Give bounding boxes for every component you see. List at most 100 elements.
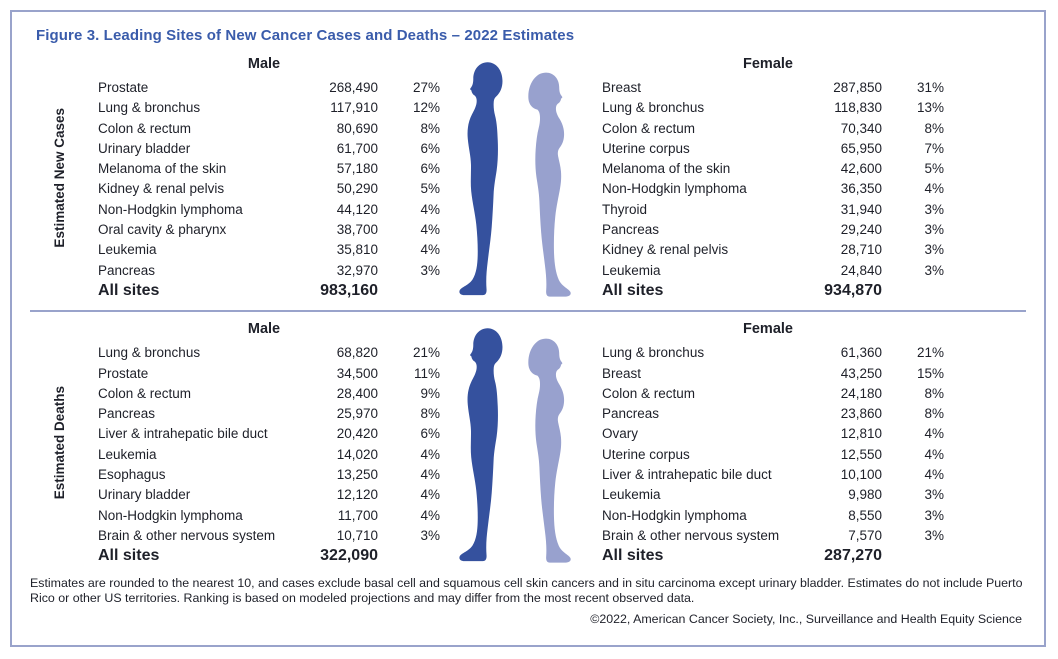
- percent-value: 8%: [924, 406, 944, 422]
- table-row: Colon & rectum 28,400 9%: [88, 384, 440, 404]
- percent-value: 5%: [420, 181, 440, 197]
- table-row: Lung & bronchus 118,830 13%: [592, 98, 944, 118]
- site-label: Non-Hodgkin lymphoma: [602, 507, 747, 523]
- deaths-female-table: Female Lung & bronchus 61,360 21% Breast…: [592, 319, 944, 566]
- all-sites-total-row: All sites 983,160: [88, 281, 440, 301]
- table-row: Breast 287,850 31%: [592, 78, 944, 98]
- case-count: 28,710: [840, 242, 882, 258]
- male-silhouette-icon: [459, 62, 503, 296]
- death-count: 28,400: [336, 385, 378, 401]
- site-label: Non-Hodgkin lymphoma: [602, 181, 747, 197]
- all-sites-label: All sites: [98, 547, 160, 565]
- female-column-header: Female: [743, 56, 793, 72]
- new-cases-male-table: Male Prostate 268,490 27% Lung & bronchu…: [88, 54, 440, 301]
- percent-value: 6%: [420, 140, 440, 156]
- table-row: Pancreas 32,970 3%: [88, 261, 440, 281]
- case-count: 61,700: [336, 140, 378, 156]
- table-row: Kidney & renal pelvis 28,710 3%: [592, 240, 944, 260]
- table-row: Oral cavity & pharynx 38,700 4%: [88, 220, 440, 240]
- site-label: Melanoma of the skin: [98, 161, 227, 177]
- table-row: Non-Hodgkin lymphoma 36,350 4%: [592, 179, 944, 199]
- case-count: 80,690: [336, 120, 378, 136]
- site-label: Prostate: [98, 365, 149, 381]
- all-sites-label: All sites: [602, 547, 664, 565]
- death-count: 34,500: [336, 365, 378, 381]
- case-count: 35,810: [336, 242, 378, 258]
- site-label: Leukemia: [98, 242, 157, 258]
- table-row: Uterine corpus 65,950 7%: [592, 139, 944, 159]
- all-sites-count: 934,870: [824, 281, 882, 299]
- side-label-deaths: Estimated Deaths: [51, 386, 67, 500]
- percent-value: 8%: [924, 120, 944, 136]
- site-label: Lung & bronchus: [98, 100, 201, 116]
- table-row: Pancreas 29,240 3%: [592, 220, 944, 240]
- percent-value: 4%: [420, 507, 440, 523]
- percent-value: 4%: [924, 446, 944, 462]
- site-label: Thyroid: [602, 201, 648, 217]
- table-row: Prostate 34,500 11%: [88, 364, 440, 384]
- table-row: Kidney & renal pelvis 50,290 5%: [88, 179, 440, 199]
- percent-value: 4%: [420, 201, 440, 217]
- percent-value: 3%: [420, 527, 440, 543]
- percent-value: 3%: [420, 262, 440, 278]
- site-label: Oral cavity & pharynx: [98, 222, 227, 238]
- table-row: Leukemia 35,810 4%: [88, 240, 440, 260]
- percent-value: 11%: [413, 365, 440, 381]
- male-silhouette-icon: [459, 327, 503, 561]
- site-label: Breast: [602, 80, 642, 95]
- table-row: Colon & rectum 80,690 8%: [88, 119, 440, 139]
- death-count: 25,970: [336, 406, 378, 422]
- death-count: 12,810: [840, 426, 882, 442]
- site-label: Esophagus: [98, 467, 166, 483]
- case-count: 118,830: [834, 100, 882, 116]
- percent-value: 4%: [420, 487, 440, 503]
- percent-value: 4%: [420, 467, 440, 483]
- site-label: Non-Hodgkin lymphoma: [98, 507, 243, 523]
- all-sites-total-row: All sites 322,090: [88, 546, 440, 566]
- case-count: 38,700: [336, 222, 378, 238]
- site-label: Uterine corpus: [602, 446, 690, 462]
- case-count: 65,950: [840, 140, 882, 156]
- site-label: Lung & bronchus: [98, 345, 201, 361]
- all-sites-total-row: All sites 287,270: [592, 546, 944, 566]
- section-deaths: Estimated Deaths Male Lung & bronchus 68…: [30, 319, 1026, 566]
- death-count: 10,710: [336, 527, 378, 543]
- case-count: 117,910: [330, 100, 378, 116]
- percent-value: 4%: [420, 446, 440, 462]
- deaths-male-table: Male Lung & bronchus 68,820 21% Prostate…: [88, 319, 440, 566]
- table-row: Non-Hodgkin lymphoma 8,550 3%: [592, 506, 944, 526]
- death-count: 8,550: [848, 507, 882, 523]
- case-count: 32,970: [336, 262, 378, 278]
- percent-value: 7%: [924, 140, 944, 156]
- percent-value: 3%: [924, 201, 944, 217]
- site-label: Leukemia: [602, 262, 661, 278]
- percent-value: 8%: [420, 120, 440, 136]
- new-cases-female-table: Female Breast 287,850 31% Lung & bronchu…: [592, 54, 944, 301]
- percent-value: 6%: [420, 426, 440, 442]
- percent-value: 13%: [916, 100, 944, 116]
- table-row: Leukemia 9,980 3%: [592, 485, 944, 505]
- table-row: Esophagus 13,250 4%: [88, 465, 440, 485]
- death-count: 61,360: [840, 345, 882, 361]
- table-row: Brain & other nervous system 10,710 3%: [88, 526, 440, 546]
- copyright: ©2022, American Cancer Society, Inc., Su…: [590, 611, 1022, 626]
- percent-value: 8%: [924, 385, 944, 401]
- all-sites-count: 322,090: [320, 547, 378, 565]
- figure-frame: Figure 3. Leading Sites of New Cancer Ca…: [10, 10, 1046, 647]
- site-label: Colon & rectum: [98, 385, 192, 401]
- death-count: 11,700: [337, 507, 378, 523]
- site-label: Kidney & renal pelvis: [602, 242, 729, 258]
- percent-value: 4%: [420, 242, 440, 258]
- table-row: Non-Hodgkin lymphoma 11,700 4%: [88, 506, 440, 526]
- site-label: Lung & bronchus: [602, 345, 705, 361]
- table-row: Lung & bronchus 117,910 12%: [88, 98, 440, 118]
- all-sites-label: All sites: [602, 281, 664, 299]
- table-row: Lung & bronchus 61,360 21%: [592, 343, 944, 363]
- table-row: Urinary bladder 61,700 6%: [88, 139, 440, 159]
- percent-value: 15%: [916, 365, 944, 381]
- all-sites-count: 983,160: [320, 281, 378, 299]
- case-count: 57,180: [336, 161, 378, 177]
- site-label: Brain & other nervous system: [602, 527, 780, 543]
- percent-value: 12%: [412, 100, 440, 116]
- death-count: 12,550: [840, 446, 882, 462]
